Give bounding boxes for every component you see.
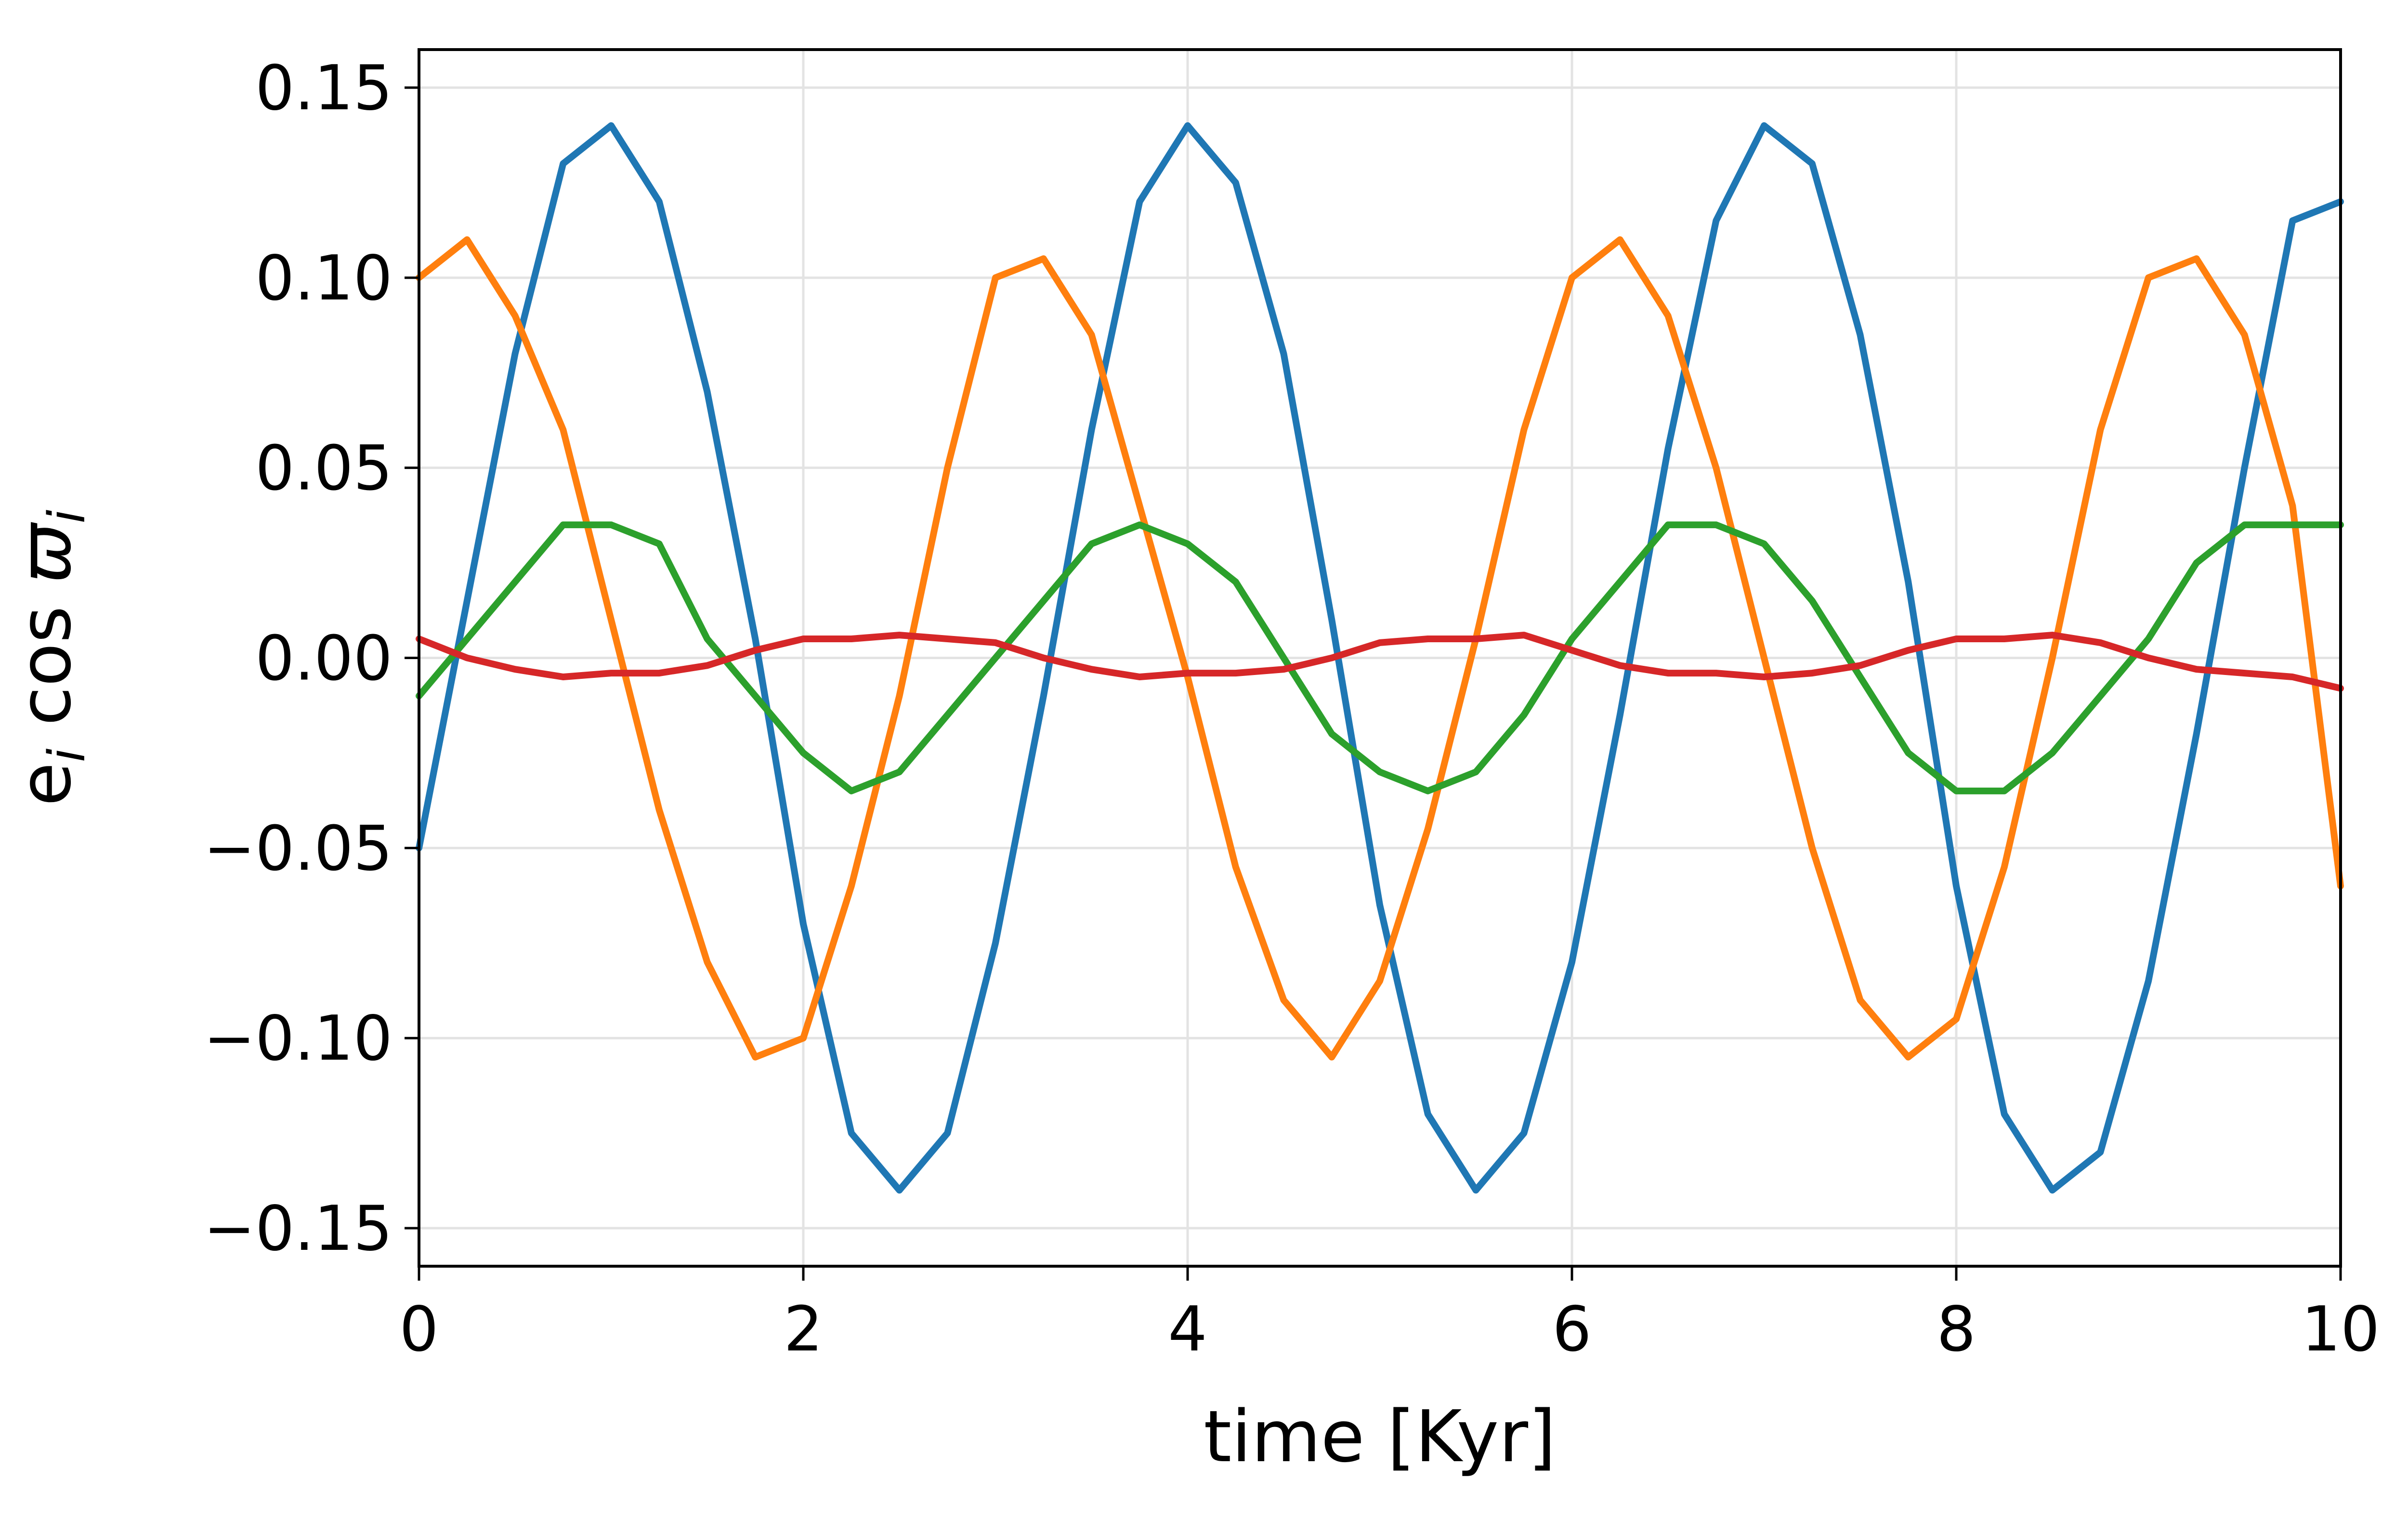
y-tick-label: 0.15 [255,52,393,124]
y-tick-label: 0.10 [255,243,393,314]
y-axis-label-base: e [4,762,87,806]
x-tick-label: 4 [1168,1294,1207,1365]
x-tick-label: 10 [2302,1294,2380,1365]
x-tick-label: 0 [399,1294,438,1365]
x-tick-label: 8 [1937,1294,1976,1365]
y-tick-label: −0.10 [204,1003,393,1075]
x-tick-label: 2 [784,1294,823,1365]
y-axis-label-func: cos [4,583,87,748]
x-tick-label: 6 [1552,1294,1591,1365]
y-axis-label-symbol-subscript: i [38,509,96,523]
y-tick-label: −0.05 [204,813,393,884]
series-line-2 [416,236,2344,1061]
series-line-1 [416,122,2344,1194]
x-axis-label: time [Kyr] [1204,1395,1556,1478]
series-lines [416,122,2344,1194]
y-axis-label: ei cos ϖi [4,509,96,806]
y-axis-label-symbol: ϖ [4,522,87,583]
axis-ticks: 0 2 4 6 8 10 −0.15 −0.10 −0.05 0.00 0.05 0.10 0.15 [204,52,2380,1365]
y-axis-label-subscript: i [38,748,96,762]
grid-lines [418,50,2342,1266]
y-tick-label: 0.05 [255,433,393,505]
series-line-4 [416,632,2344,692]
y-tick-label: 0.00 [255,623,393,695]
series-line-3 [416,521,2344,794]
y-tick-label: −0.15 [204,1193,393,1265]
